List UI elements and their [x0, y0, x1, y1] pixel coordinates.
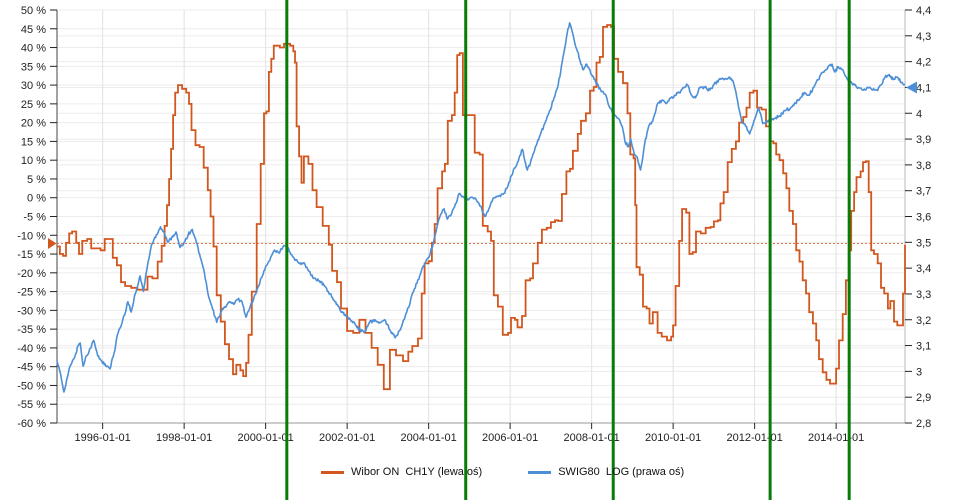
svg-text:3,5: 3,5 [916, 237, 931, 249]
svg-text:-60 %: -60 % [17, 418, 46, 430]
svg-text:4: 4 [916, 108, 922, 120]
svg-text:-35 %: -35 % [17, 324, 46, 336]
right-axis: 4,4 4,3 4,2 4,1 4 3,9 3,8 3,7 3,6 3,5 3,4 3,3 3,2 3,1… [905, 5, 931, 430]
svg-text:3,6: 3,6 [916, 212, 931, 224]
svg-text:-50 %: -50 % [17, 380, 46, 392]
svg-text:45 %: 45 % [21, 24, 46, 36]
svg-text:-10 %: -10 % [17, 230, 46, 242]
svg-text:3,1: 3,1 [916, 341, 931, 353]
svg-text:3,4: 3,4 [916, 263, 931, 275]
svg-text:1998-01-01: 1998-01-01 [156, 432, 212, 444]
svg-text:50 %: 50 % [21, 5, 46, 17]
left-axis: 50 % 45 % 40 % 35 % 30 % 25 % 20 % 15 % 10 % 5 % 0… [17, 5, 57, 430]
svg-text:2,8: 2,8 [916, 418, 931, 430]
svg-text:40 %: 40 % [21, 43, 46, 55]
svg-text:25 %: 25 % [21, 99, 46, 111]
svg-text:3,2: 3,2 [916, 315, 931, 327]
svg-text:2,9: 2,9 [916, 392, 931, 404]
series-swig80-line [56, 22, 906, 393]
event-lines-layer [285, 0, 851, 500]
last-value-markers [48, 81, 917, 250]
svg-text:35 %: 35 % [21, 61, 46, 73]
svg-text:2000-01-01: 2000-01-01 [237, 432, 293, 444]
svg-text:3: 3 [916, 366, 922, 378]
svg-text:-30 %: -30 % [17, 305, 46, 317]
svg-text:2012-01-01: 2012-01-01 [726, 432, 782, 444]
svg-text:4,4: 4,4 [916, 5, 931, 17]
svg-text:3,9: 3,9 [916, 134, 931, 146]
svg-text:-15 %: -15 % [17, 249, 46, 261]
svg-text:-20 %: -20 % [17, 268, 46, 280]
series-wibor-line [57, 24, 906, 391]
svg-text:-45 %: -45 % [17, 362, 46, 374]
svg-text:4,1: 4,1 [916, 82, 931, 94]
svg-text:2014-01-01: 2014-01-01 [808, 432, 864, 444]
svg-text:2002-01-01: 2002-01-01 [319, 432, 375, 444]
grid-layer [57, 9, 905, 424]
x-axis: 1996-01-01 1998-01-01 2000-01-01 2002-01-01… [74, 423, 864, 444]
svg-text:0 %: 0 % [27, 193, 46, 205]
svg-text:2010-01-01: 2010-01-01 [645, 432, 701, 444]
svg-text:15 %: 15 % [21, 136, 46, 148]
svg-text:5 %: 5 % [27, 174, 46, 186]
svg-text:2004-01-01: 2004-01-01 [400, 432, 456, 444]
svg-text:4,2: 4,2 [916, 57, 931, 69]
svg-text:4,3: 4,3 [916, 31, 931, 43]
wibor-last-value-marker [48, 238, 57, 250]
svg-text:2006-01-01: 2006-01-01 [482, 432, 538, 444]
svg-text:1996-01-01: 1996-01-01 [74, 432, 130, 444]
svg-text:-5 %: -5 % [23, 212, 46, 224]
svg-text:20 %: 20 % [21, 118, 46, 130]
svg-text:3,7: 3,7 [916, 186, 931, 198]
svg-text:-55 %: -55 % [17, 399, 46, 411]
svg-text:30 %: 30 % [21, 80, 46, 92]
swig80-last-value-marker [906, 81, 917, 94]
svg-text:-25 %: -25 % [17, 287, 46, 299]
svg-text:3,8: 3,8 [916, 160, 931, 172]
svg-text:2008-01-01: 2008-01-01 [563, 432, 619, 444]
svg-text:-40 %: -40 % [17, 343, 46, 355]
svg-text:3,3: 3,3 [916, 289, 931, 301]
svg-text:10 %: 10 % [21, 155, 46, 167]
